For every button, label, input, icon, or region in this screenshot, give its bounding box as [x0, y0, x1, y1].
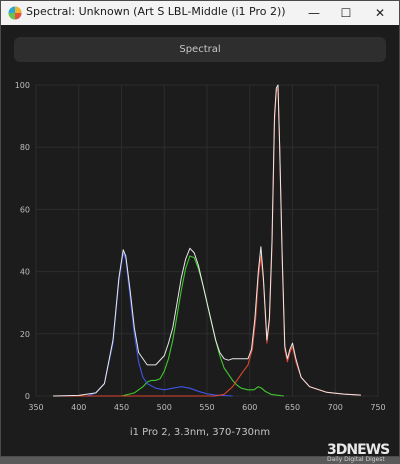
- window-title: Spectral: Unknown (Art S LBL-Middle (i1 …: [26, 5, 286, 18]
- x-tick-label: 650: [285, 403, 300, 412]
- minimize-button[interactable]: —: [308, 6, 320, 20]
- y-tick-label: 80: [20, 143, 30, 152]
- spectral-header: Spectral: [14, 37, 386, 62]
- x-tick-label: 400: [71, 403, 86, 412]
- x-tick-label: 600: [242, 403, 257, 412]
- spectral-header-label: Spectral: [179, 44, 221, 55]
- x-tick-label: 550: [199, 403, 214, 412]
- watermark-tagline: Daily Digital Digest: [327, 456, 385, 463]
- x-tick-label: 450: [114, 403, 129, 412]
- spectral-chart: 350 400 450 500 550 600 650 700 750 0 20 40 60 80 100: [15, 81, 386, 412]
- x-tick-label: 750: [370, 403, 385, 412]
- x-tick-label: 350: [28, 403, 43, 412]
- app-icon: [8, 6, 22, 20]
- chart-caption: i1 Pro 2, 3.3nm, 370-730nm: [129, 427, 271, 438]
- x-tick-label: 700: [328, 403, 343, 412]
- y-tick-label: 100: [15, 81, 30, 90]
- x-tick-label: 500: [157, 403, 172, 412]
- title-bar[interactable]: Spectral: Unknown (Art S LBL-Middle (i1 …: [1, 1, 399, 25]
- watermark: 3DNEWS Daily Digital Digest: [327, 442, 393, 464]
- y-tick-label: 0: [25, 392, 30, 401]
- y-tick-label: 20: [20, 330, 30, 339]
- window-content: Spectral 350 400 450 500 550 600 650 700 750 0 20 4…: [1, 25, 399, 463]
- white-series-line: [53, 84, 361, 397]
- close-button[interactable]: ✕: [374, 6, 386, 20]
- watermark-logo: 3DNEWS: [327, 442, 390, 458]
- y-tick-label: 60: [20, 205, 30, 214]
- blue-series-line: [53, 252, 233, 397]
- maximize-button[interactable]: ☐: [340, 6, 352, 20]
- y-tick-label: 40: [20, 268, 30, 277]
